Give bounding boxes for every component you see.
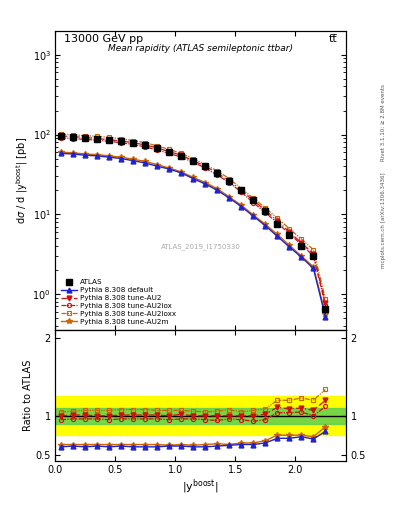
Bar [55, 408, 346, 423]
Y-axis label: d$\sigma$ / d |y$^{\rm boost}$| [pb]: d$\sigma$ / d |y$^{\rm boost}$| [pb] [14, 137, 30, 224]
Bar [55, 396, 346, 435]
Text: mcplots.cern.ch [arXiv:1306.3436]: mcplots.cern.ch [arXiv:1306.3436] [381, 173, 386, 268]
Text: tt̅: tt̅ [329, 34, 337, 44]
Text: Mean rapidity (ATLAS semileptonic ttbar): Mean rapidity (ATLAS semileptonic ttbar) [108, 44, 293, 53]
Text: Rivet 3.1.10; ≥ 2.8M events: Rivet 3.1.10; ≥ 2.8M events [381, 84, 386, 161]
Text: ATLAS_2019_I1750330: ATLAS_2019_I1750330 [160, 243, 241, 250]
Legend: ATLAS, Pythia 8.308 default, Pythia 8.308 tune-AU2, Pythia 8.308 tune-AU2lox, Py: ATLAS, Pythia 8.308 default, Pythia 8.30… [59, 277, 178, 327]
Text: 13000 GeV pp: 13000 GeV pp [64, 34, 143, 44]
X-axis label: |y$^{\rm boost}$|: |y$^{\rm boost}$| [182, 478, 219, 496]
Y-axis label: Ratio to ATLAS: Ratio to ATLAS [23, 360, 33, 431]
